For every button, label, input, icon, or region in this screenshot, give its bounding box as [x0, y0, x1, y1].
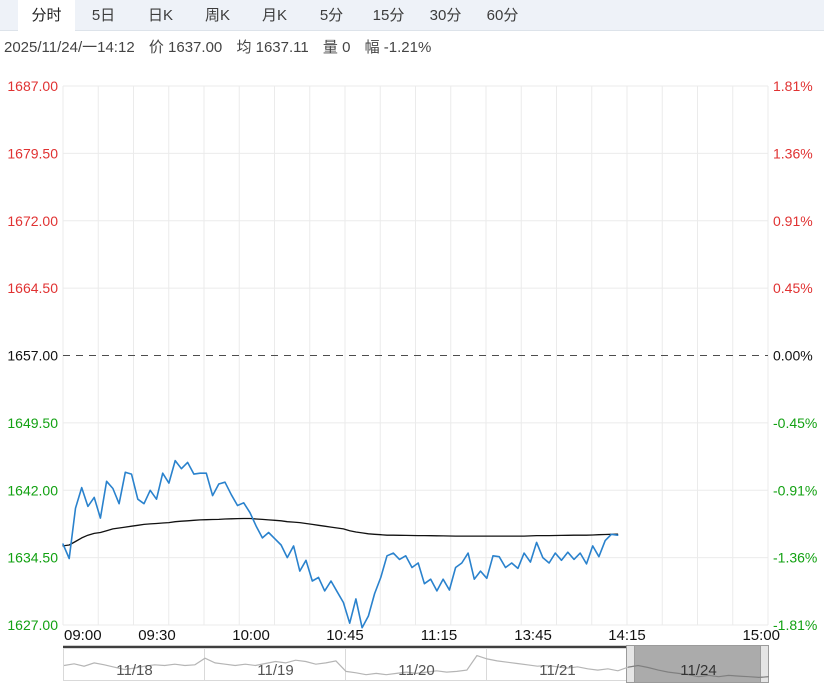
quote-info-line: 2025/11/24/一14:12 价 1637.00 均 1637.11 量 …: [4, 36, 441, 60]
quote-datetime: 2025/11/24/一14:12: [4, 39, 135, 56]
grid: [62, 85, 769, 626]
quote-average: 均 1637.11: [236, 39, 309, 56]
y-right-tick: 0.91%: [773, 213, 813, 229]
y-left-tick: 1627.00: [7, 617, 58, 633]
quote-change: 幅 -1.21%: [364, 39, 432, 56]
y-right-tick: -0.45%: [773, 415, 817, 431]
x-tick: 10:00: [232, 627, 270, 644]
period-tabbar: 分时 5日 日K 周K 月K 5分 15分 30分 60分: [0, 0, 824, 31]
y-left-tick: 1657.00: [7, 348, 58, 364]
date-navigator[interactable]: 11/18 11/19 11/20 11/21 11/24: [63, 645, 769, 683]
y-left-tick: 1672.00: [7, 213, 58, 229]
tab-周K[interactable]: 周K: [204, 7, 230, 24]
y-left-tick: 1679.50: [7, 145, 58, 161]
x-axis: 09:00 09:30 10:00 10:45 11:15 13:45 14:15 15:00: [64, 627, 780, 644]
y-right-tick: -1.36%: [773, 550, 817, 566]
nav-section-11/21[interactable]: [487, 649, 628, 680]
x-tick: 15:00: [742, 627, 780, 644]
y-right-tick: 1.81%: [773, 78, 813, 94]
intraday-chart[interactable]: 1687.00 1679.50 1672.00 1664.50 1657.00 1649.…: [0, 63, 824, 648]
y-left-tick: 1649.50: [7, 415, 58, 431]
chart-canvas[interactable]: 1687.00 1679.50 1672.00 1664.50 1657.00 1649.…: [0, 63, 824, 648]
nav-selected-range[interactable]: [626, 645, 769, 683]
y-right-tick: 1.36%: [773, 145, 813, 161]
x-tick: 10:45: [326, 627, 364, 644]
tab-60分[interactable]: 60分: [486, 7, 519, 24]
y-right-tick: -0.91%: [773, 482, 817, 498]
nav-section-11/18[interactable]: [64, 649, 205, 680]
y-left-tick: 1642.00: [7, 482, 58, 498]
average-line: [62, 517, 619, 547]
quote-price: 价 1637.00: [148, 39, 223, 56]
y-right-tick: 0.45%: [773, 280, 813, 296]
tab-日K[interactable]: 日K: [147, 7, 173, 24]
tab-15分[interactable]: 15分: [372, 7, 405, 24]
tab-5分[interactable]: 5分: [319, 7, 344, 24]
tab-月K[interactable]: 月K: [261, 7, 287, 24]
y-left-tick: 1687.00: [7, 78, 58, 94]
tab-30分[interactable]: 30分: [429, 7, 462, 24]
price-line: [62, 459, 619, 629]
x-tick: 09:30: [138, 627, 176, 644]
y-right-tick: -1.81%: [773, 617, 817, 633]
tab-5日[interactable]: 5日: [91, 7, 116, 24]
nav-handle-left[interactable]: [627, 646, 635, 682]
x-tick: 09:00: [64, 627, 102, 644]
y-left-tick: 1634.50: [7, 550, 58, 566]
nav-section-11/20[interactable]: [346, 649, 487, 680]
x-tick: 11:15: [421, 627, 457, 644]
y-right-tick: 0.00%: [773, 348, 813, 364]
tab-分时[interactable]: 分时: [18, 0, 75, 31]
y-left-tick: 1664.50: [7, 280, 58, 296]
y-axis-right: 1.81% 1.36% 0.91% 0.45% 0.00% -0.45% -0.91% -1.…: [773, 78, 817, 633]
y-axis-left: 1687.00 1679.50 1672.00 1664.50 1657.00 1649.…: [7, 78, 58, 633]
x-tick: 14:15: [608, 627, 646, 644]
quote-volume: 量 0: [322, 39, 351, 56]
x-tick: 13:45: [514, 627, 552, 644]
nav-section-11/19[interactable]: [205, 649, 346, 680]
nav-handle-right[interactable]: [760, 646, 768, 682]
